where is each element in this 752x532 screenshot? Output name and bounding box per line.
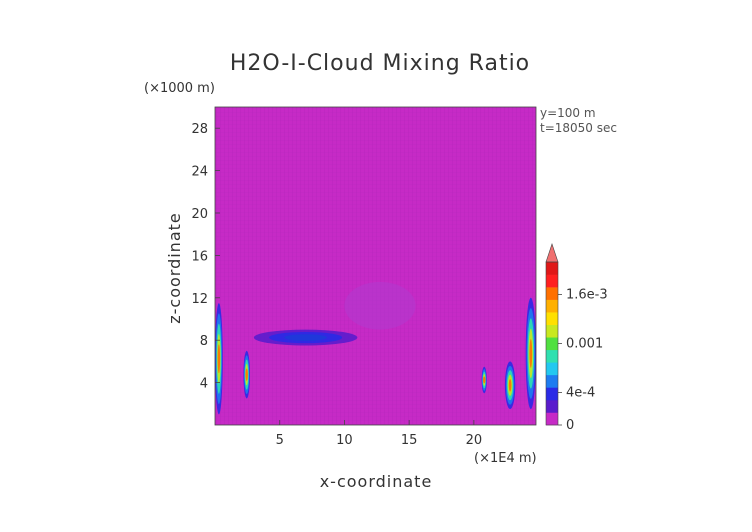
colorbar-swatch bbox=[546, 374, 558, 388]
colorbar-swatch bbox=[546, 274, 558, 288]
y-tick-label: 28 bbox=[191, 122, 208, 137]
colorbar-swatch bbox=[546, 312, 558, 325]
x-tick-label: 5 bbox=[276, 433, 284, 448]
plot-area bbox=[215, 107, 536, 425]
colorbar-extend-arrow bbox=[545, 243, 559, 263]
colorbar-swatch bbox=[546, 349, 558, 363]
chart-title: H2O-I-Cloud Mixing Ratio bbox=[230, 51, 530, 76]
cloud-feature bbox=[508, 379, 512, 392]
cloud-feature bbox=[483, 376, 486, 384]
x-axis-label: x-coordinate bbox=[320, 472, 433, 491]
y-tick-label: 20 bbox=[191, 207, 208, 222]
annotation-y: y=100 m bbox=[540, 106, 596, 120]
cloud-feature bbox=[245, 368, 248, 381]
colorbar-swatch bbox=[546, 387, 558, 401]
y-tick-label: 8 bbox=[200, 334, 208, 349]
annotation-t: t=18050 sec bbox=[540, 121, 617, 135]
cloud-feature bbox=[529, 339, 533, 368]
colorbar-swatch bbox=[546, 412, 558, 426]
y-tick-label: 12 bbox=[191, 292, 208, 307]
plot-frame bbox=[214, 106, 537, 426]
x-tick-label: 10 bbox=[336, 433, 353, 448]
y-tick-label: 24 bbox=[191, 165, 208, 180]
colorbar-tick-label: 1.6e-3 bbox=[566, 288, 608, 303]
colorbar-swatch bbox=[546, 262, 558, 275]
colorbar: 0 4e-4 0.001 1.6e-3 bbox=[545, 243, 608, 433]
y-tick-label: 4 bbox=[200, 377, 208, 392]
colorbar-swatch bbox=[546, 324, 558, 338]
x-tick-label: 15 bbox=[401, 433, 418, 448]
colorbar-swatch bbox=[546, 362, 558, 376]
cloud-feature bbox=[344, 281, 416, 330]
colorbar-swatch bbox=[546, 399, 558, 413]
cloud-feature bbox=[217, 344, 221, 374]
colorbar-tick-label: 0 bbox=[566, 418, 574, 433]
colorbar-tick-label: 4e-4 bbox=[566, 385, 595, 400]
x-tick-label: 20 bbox=[466, 433, 483, 448]
y-axis-unit: (×1000 m) bbox=[144, 81, 215, 96]
y-tick-label: 16 bbox=[191, 249, 208, 264]
colorbar-swatch bbox=[546, 337, 558, 351]
colorbar-tick-label: 0.001 bbox=[566, 337, 603, 352]
colorbar-swatch bbox=[546, 299, 558, 313]
x-axis-unit: (×1E4 m) bbox=[474, 451, 537, 466]
y-axis-label: z-coordinate bbox=[165, 212, 184, 324]
colorbar-swatch bbox=[546, 287, 558, 300]
cloud-feature bbox=[284, 334, 327, 341]
